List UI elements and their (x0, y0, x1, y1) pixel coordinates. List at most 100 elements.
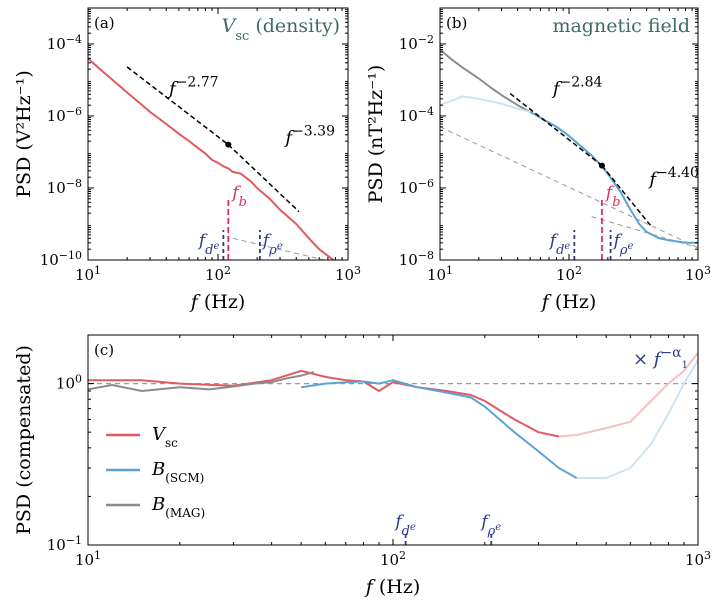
tick-base: 10 (399, 35, 418, 53)
series-b-scm--faded-line (576, 359, 698, 479)
tick-base: 10 (56, 375, 75, 393)
marker-label-subsub: e (213, 241, 219, 252)
marker-label-sub: b (612, 195, 620, 210)
marker-label-subsub: e (410, 522, 416, 533)
x-axis-label-unit: (Hz) (198, 291, 245, 313)
marker-label-sub: ρ (619, 243, 628, 258)
fit-label-exponent: −2.84 (560, 74, 603, 90)
tick-exponent: 3 (704, 264, 711, 277)
marker-label-sub: d (556, 243, 564, 258)
y-axis-label: PSD (nT²Hz⁻¹) (365, 65, 387, 204)
x-tick-label: 102 (205, 264, 231, 285)
fit-label-2: f−4.40 (647, 165, 699, 190)
y-tick-label: 10−4 (47, 33, 82, 54)
tick-base: 10 (399, 107, 418, 125)
tick-exponent: 2 (575, 264, 582, 277)
tick-exponent: 2 (224, 264, 231, 277)
panel-label: (b) (446, 14, 467, 32)
y-tick-label: 10−1 (47, 534, 82, 555)
tick-base: 10 (40, 251, 59, 269)
x-tick-label: 103 (335, 264, 361, 285)
tick-exponent: −2 (418, 33, 434, 46)
panel-title: Vsc (density) (222, 15, 340, 44)
fit-label-exponent: −2.77 (176, 74, 219, 90)
tick-base: 10 (47, 35, 66, 53)
x-axis-label: f (Hz) (364, 576, 421, 598)
legend-label-sub: (SCM) (165, 471, 204, 485)
series-v-sc-faded-line (558, 352, 698, 438)
x-tick-label: 102 (380, 549, 406, 570)
tick-base: 10 (427, 266, 446, 284)
tick-exponent: −4 (418, 105, 434, 118)
fit-label-exponent: −3.39 (292, 124, 335, 140)
marker-label-base: f (612, 231, 623, 251)
fit-label-1: f−2.84 (551, 74, 603, 99)
fit-label-1: f−2.77 (167, 74, 219, 99)
tick-exponent: −6 (66, 105, 82, 118)
tick-base: 10 (205, 266, 224, 284)
series-v-sc-line (88, 369, 560, 438)
series-b-scm-low-f-line (440, 95, 531, 113)
y-tick-label: 100 (56, 372, 82, 393)
marker-label-f-de: fde (393, 512, 416, 539)
fit-label-2: f−3.39 (283, 124, 335, 149)
breakpoint-marker (598, 162, 605, 169)
x-tick-label: 103 (685, 264, 711, 285)
marker-label-f-de: fde (548, 231, 571, 258)
marker-label-f-rhoe: fρe (479, 512, 501, 539)
legend-label-base: B (151, 459, 165, 480)
marker-label-base: f (261, 231, 272, 251)
marker-label-f-b: fb (230, 183, 247, 210)
marker-label-subsub: e (564, 241, 570, 252)
tick-base: 10 (47, 179, 66, 197)
x-axis-label-symbol: f (189, 291, 201, 313)
marker-label-subsub: e (628, 241, 634, 252)
x-axis-label-symbol: f (364, 576, 376, 598)
x-axis-label-unit: (Hz) (373, 576, 420, 598)
annotation-exponent-sub: 1 (682, 360, 688, 371)
panel-label: (a) (94, 14, 115, 32)
y-axis-label: PSD (V²Hz⁻¹) (13, 70, 35, 197)
plot-area (88, 57, 335, 260)
legend-label-base: B (151, 494, 165, 515)
breakpoint-marker (225, 141, 232, 148)
legend-label: B(SCM) (151, 459, 204, 485)
marker-label-sub: b (239, 195, 247, 210)
annotation-exponent: −α (660, 345, 682, 361)
series-b-mag--line (88, 371, 315, 392)
marker-label-base: f (393, 512, 404, 532)
x-axis-label-symbol: f (540, 291, 552, 313)
x-axis-label: f (Hz) (189, 291, 246, 313)
tick-exponent: 1 (94, 264, 101, 277)
marker-label-base: f (479, 512, 490, 532)
tick-exponent: −8 (418, 249, 434, 262)
x-tick-label: 101 (75, 264, 101, 285)
tick-exponent: 3 (704, 549, 711, 562)
x-tick-label: 101 (75, 549, 101, 570)
y-tick-label: 10−8 (399, 249, 434, 270)
fit-line-1 (126, 66, 229, 146)
tick-base: 10 (335, 266, 354, 284)
tick-exponent: 0 (75, 372, 82, 385)
legend-label: B(MAG) (151, 494, 205, 520)
tick-exponent: 2 (399, 549, 406, 562)
tick-exponent: 3 (354, 264, 361, 277)
tick-base: 10 (75, 266, 94, 284)
y-tick-label: 10−4 (399, 105, 434, 126)
panel-title: magnetic field (552, 15, 690, 37)
noise-floor-line (232, 237, 327, 260)
marker-label-sub: ρ (268, 243, 277, 258)
compensation-annotation: × f−α1 (633, 345, 688, 371)
series-b-mag--line (440, 48, 531, 113)
x-tick-label: 101 (427, 264, 453, 285)
marker-label-f-b: fb (604, 183, 621, 210)
tick-base: 10 (685, 266, 704, 284)
panel-title-rest: (density) (249, 15, 340, 37)
x-tick-label: 103 (685, 549, 711, 570)
tick-exponent: −4 (66, 33, 82, 46)
y-tick-label: 10−6 (47, 105, 82, 126)
marker-label-base: f (604, 183, 615, 203)
x-axis-label: f (Hz) (540, 291, 597, 313)
annotation-prefix: × (633, 349, 654, 370)
